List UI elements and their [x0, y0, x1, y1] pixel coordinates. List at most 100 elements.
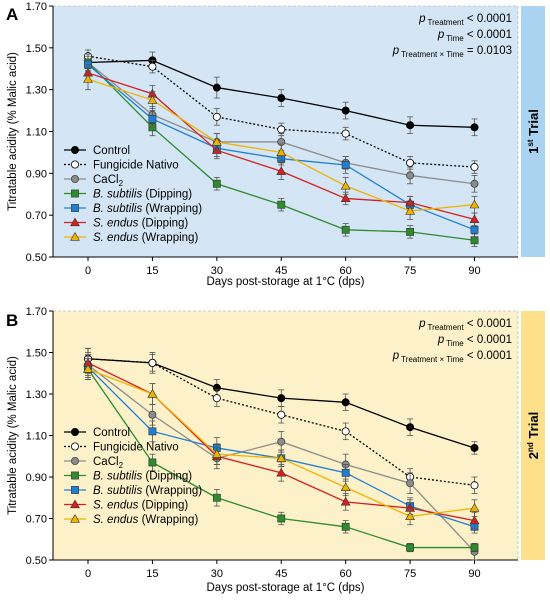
data-point [341, 468, 350, 477]
legend-label: B. subtilis (Wrapping) [93, 485, 202, 497]
legend-item: S. endus (Dipping) [64, 499, 188, 512]
legend-subscript: 2 [119, 461, 124, 470]
legend-name: B. subtilis [93, 189, 142, 201]
stat-line: p Treatment < 0.0001 [418, 318, 512, 332]
data-point [406, 543, 414, 552]
data-point [148, 358, 157, 367]
legend-name: S. endus [93, 232, 139, 244]
data-point [71, 456, 80, 465]
trial-ordinal: nd [526, 442, 535, 452]
data-point [211, 449, 222, 458]
stat-line: p Treatment × Time < 0.0001 [392, 350, 512, 364]
data-point [148, 427, 157, 436]
series-6 [83, 68, 480, 220]
legend-item: B. subtilis (Dipping) [64, 189, 192, 201]
legend-name: Control [93, 145, 130, 157]
stat-value: < 0.0001 [464, 13, 512, 25]
panel-b: 0.50 0.70 0.90 1.10 1.30 1.50 1.70 0 15 30 45 60 75 9… [6, 306, 545, 594]
data-point [341, 522, 350, 531]
x-tick-label: 15 [146, 265, 158, 277]
y-axis-title: Titratable acidity (% Malic acid) [7, 356, 19, 515]
legend-name: S. endus [93, 514, 139, 526]
data-point [71, 427, 80, 436]
legend-label: S. endus (Dipping) [93, 218, 188, 230]
data-point [469, 515, 480, 525]
legend-suffix: (Dipping) [142, 471, 192, 483]
legend-label: S. endus (Dipping) [93, 500, 188, 512]
data-point [148, 458, 157, 467]
legend-name: B. subtilis [93, 203, 142, 215]
legend-item: Control [64, 427, 130, 439]
stat-subscript: Treatment [428, 323, 465, 332]
legend-label: Fungicide Nativo [93, 160, 179, 172]
data-point [70, 217, 80, 227]
legend-label: B. subtilis (Dipping) [93, 189, 192, 201]
data-point [83, 364, 93, 373]
y-tick-label: 0.90 [26, 472, 47, 484]
stat-subscript: Treatment × Time [401, 50, 464, 59]
legend-item: B. subtilis (Wrapping) [64, 485, 202, 497]
stat-value: < 0.0001 [464, 350, 512, 362]
legend-name: S. endus [93, 500, 139, 512]
y-tick-label: 1.50 [26, 348, 47, 360]
data-point [71, 442, 80, 451]
data-point [71, 486, 79, 494]
data-point [469, 199, 480, 209]
stat-line: p Time < 0.0001 [437, 334, 512, 348]
y-tick-label: 1.50 [26, 43, 47, 55]
trial-number: 2 [526, 452, 541, 459]
stat-line: p Treatment < 0.0001 [418, 13, 512, 27]
data-point [83, 74, 93, 83]
stat-subscript: Time [446, 34, 464, 43]
y-tick-label: 0.70 [26, 514, 47, 526]
stat-subscript: Treatment × Time [401, 355, 464, 364]
legend-label: B. subtilis (Dipping) [93, 471, 192, 483]
legend-suffix: (Dipping) [138, 218, 188, 230]
data-point [340, 496, 351, 506]
legend-item: S. endus (Wrapping) [64, 513, 198, 526]
data-point [71, 174, 80, 183]
data-point [148, 115, 157, 123]
x-tick-label: 60 [340, 265, 352, 277]
x-tick-label: 60 [340, 568, 352, 580]
y-tick-label: 0.70 [26, 210, 47, 222]
data-point [71, 471, 79, 480]
data-point [70, 513, 80, 523]
data-point [340, 482, 351, 491]
x-tick-label: 0 [85, 265, 91, 277]
x-tick-label: 0 [85, 568, 91, 580]
data-point [340, 193, 351, 203]
legend-name: Fungicide Nativo [93, 442, 179, 454]
data-point [406, 158, 415, 167]
data-point [470, 163, 479, 172]
legend-name: Control [93, 427, 130, 439]
data-point [71, 145, 80, 154]
data-point [470, 543, 479, 552]
data-point [212, 179, 221, 188]
data-point [277, 514, 286, 523]
stat-p: p [418, 318, 426, 330]
x-tick-label: 75 [404, 265, 416, 277]
y-tick-label: 1.30 [26, 85, 47, 97]
legend-name: CaCl [93, 456, 119, 468]
legend-suffix: (Wrapping) [138, 232, 198, 244]
data-point [276, 467, 287, 477]
x-axis-title: Days post-storage at 1°C (dps) [207, 276, 365, 288]
legend-label: CaCl2 [93, 456, 124, 470]
legend-item: S. endus (Wrapping) [64, 231, 198, 244]
data-point [276, 166, 287, 175]
x-axis-title: Days post-storage at 1°C (dps) [207, 582, 365, 594]
panel-label: A [6, 5, 18, 24]
data-point [276, 147, 287, 157]
trial-word: Trial [526, 109, 541, 139]
legend-name: Fungicide Nativo [93, 160, 179, 172]
legend-label: Control [93, 427, 130, 439]
stat-p: p [437, 334, 445, 346]
data-point [70, 231, 80, 241]
y-tick-label: 0.90 [26, 168, 47, 180]
data-point [276, 453, 287, 462]
data-point [405, 205, 416, 215]
